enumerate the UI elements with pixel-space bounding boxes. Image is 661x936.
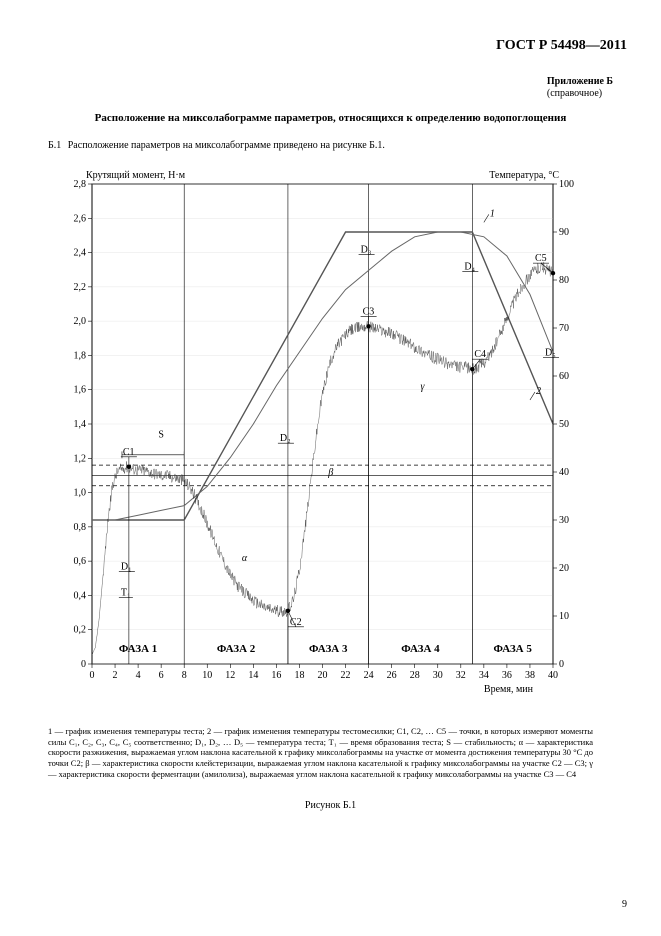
svg-text:ФАЗА 1: ФАЗА 1 (119, 643, 157, 655)
svg-text:30: 30 (559, 515, 569, 526)
svg-text:4: 4 (136, 670, 141, 681)
svg-text:0,6: 0,6 (74, 556, 87, 567)
svg-text:ФАЗА 5: ФАЗА 5 (493, 643, 532, 655)
sec-line: Б.1 Расположение параметров на миксолабо… (48, 140, 385, 151)
svg-text:1,4: 1,4 (74, 419, 87, 430)
svg-text:60: 60 (559, 371, 569, 382)
svg-text:α: α (242, 553, 248, 564)
svg-text:0: 0 (81, 659, 86, 670)
svg-text:S: S (158, 430, 164, 441)
svg-text:90: 90 (559, 227, 569, 238)
svg-text:T₁: T₁ (121, 587, 131, 598)
svg-text:D₅: D₅ (545, 347, 556, 358)
main-title: Расположение на миксолабограмме параметр… (0, 112, 661, 124)
sec-text: Расположение параметров на миксолабограм… (68, 140, 385, 151)
svg-text:100: 100 (559, 179, 574, 190)
svg-text:36: 36 (502, 670, 512, 681)
svg-text:β: β (327, 467, 333, 478)
figure-caption: 1 — график изменения температуры теста; … (48, 726, 593, 779)
doc-id: ГОСТ Р 54498—2011 (496, 38, 627, 54)
svg-text:D₂: D₂ (280, 433, 291, 444)
sec-num: Б.1 (48, 140, 61, 151)
svg-text:2,6: 2,6 (74, 213, 87, 224)
svg-text:70: 70 (559, 323, 569, 334)
svg-text:C3: C3 (363, 306, 375, 317)
svg-text:18: 18 (294, 670, 304, 681)
svg-text:14: 14 (248, 670, 258, 681)
svg-text:38: 38 (525, 670, 535, 681)
svg-text:24: 24 (364, 670, 374, 681)
svg-text:6: 6 (159, 670, 164, 681)
svg-text:2,2: 2,2 (74, 282, 87, 293)
svg-text:20: 20 (559, 563, 569, 574)
appendix-block: Приложение Б (справочное) (547, 76, 613, 99)
svg-text:ФАЗА 2: ФАЗА 2 (217, 643, 256, 655)
mixolab-chart: Крутящий момент, Н·м Температура, °C Время… (48, 164, 593, 714)
svg-text:80: 80 (559, 275, 569, 286)
svg-text:2: 2 (536, 386, 541, 397)
svg-text:Время, мин: Время, мин (484, 684, 534, 695)
svg-text:0,8: 0,8 (74, 522, 87, 533)
svg-text:20: 20 (318, 670, 328, 681)
page-number: 9 (622, 899, 627, 910)
svg-text:10: 10 (202, 670, 212, 681)
svg-text:ФАЗА 3: ФАЗА 3 (309, 643, 348, 655)
svg-text:C4: C4 (474, 349, 486, 360)
svg-text:0,4: 0,4 (74, 590, 87, 601)
svg-text:40: 40 (559, 467, 569, 478)
svg-text:D₄: D₄ (464, 262, 475, 273)
svg-text:ФАЗА 4: ФАЗА 4 (401, 643, 440, 655)
svg-text:0,2: 0,2 (74, 625, 87, 636)
svg-text:D₁: D₁ (121, 562, 132, 573)
svg-text:26: 26 (387, 670, 397, 681)
svg-text:12: 12 (225, 670, 235, 681)
svg-text:D₃: D₃ (361, 245, 372, 256)
svg-text:40: 40 (548, 670, 558, 681)
svg-text:1,8: 1,8 (74, 350, 87, 361)
svg-text:1,6: 1,6 (74, 385, 87, 396)
svg-text:Температура, °C: Температура, °C (489, 170, 559, 181)
svg-text:1: 1 (490, 208, 495, 219)
svg-text:C5: C5 (535, 253, 547, 264)
svg-text:0: 0 (559, 659, 564, 670)
svg-text:2,0: 2,0 (74, 316, 87, 327)
svg-text:2: 2 (113, 670, 118, 681)
svg-text:22: 22 (341, 670, 351, 681)
svg-text:0: 0 (90, 670, 95, 681)
svg-text:C1: C1 (123, 447, 135, 458)
svg-text:50: 50 (559, 419, 569, 430)
svg-text:2,4: 2,4 (74, 248, 87, 259)
appendix-sub: (справочное) (547, 88, 613, 100)
appendix-title: Приложение Б (547, 76, 613, 88)
svg-text:34: 34 (479, 670, 489, 681)
svg-text:C2: C2 (290, 617, 302, 628)
svg-text:10: 10 (559, 611, 569, 622)
svg-text:2,8: 2,8 (74, 179, 87, 190)
svg-text:1,0: 1,0 (74, 488, 87, 499)
svg-text:γ: γ (420, 382, 425, 393)
figure-label: Рисунок Б.1 (0, 800, 661, 811)
svg-text:28: 28 (410, 670, 420, 681)
svg-text:1,2: 1,2 (74, 453, 87, 464)
svg-text:8: 8 (182, 670, 187, 681)
svg-text:32: 32 (456, 670, 466, 681)
svg-text:16: 16 (271, 670, 281, 681)
svg-text:30: 30 (433, 670, 443, 681)
svg-text:Крутящий момент, Н·м: Крутящий момент, Н·м (86, 170, 186, 181)
